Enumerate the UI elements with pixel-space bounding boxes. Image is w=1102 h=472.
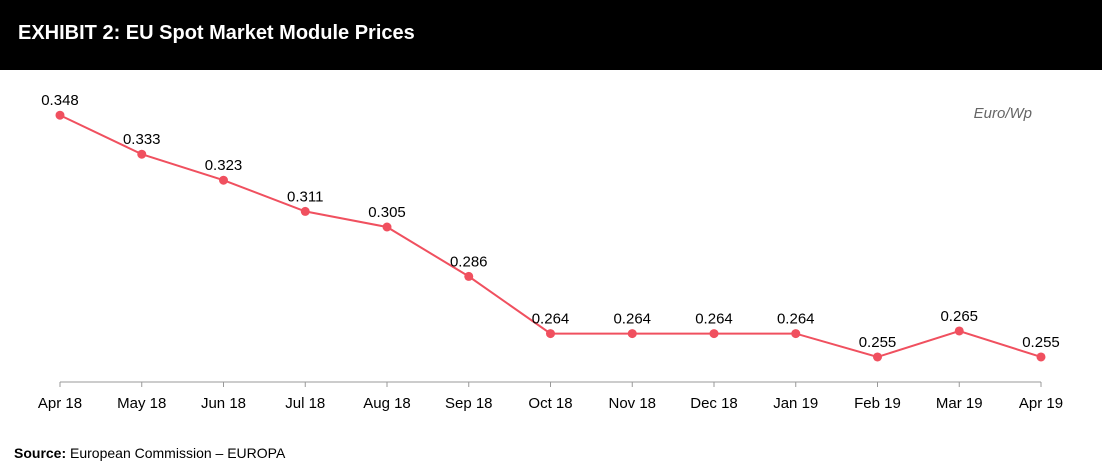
data-label: 0.264 — [695, 311, 733, 328]
x-tick-label: Apr 19 — [1019, 395, 1063, 412]
line-chart: Euro/Wp 0.348 0.333 0.323 0.311 0.305 0.286 0.… — [38, 92, 1063, 412]
data-label: 0.265 — [940, 308, 978, 325]
source-label: Source: — [14, 445, 67, 461]
data-point — [1036, 352, 1046, 362]
chart-title: EXHIBIT 2: EU Spot Market Module Prices — [18, 22, 415, 44]
data-point — [382, 222, 392, 232]
data-label: 0.264 — [613, 311, 651, 328]
data-point — [954, 326, 964, 336]
x-tick-label: Feb 19 — [854, 395, 901, 412]
data-label: 0.348 — [41, 92, 79, 109]
data-point — [627, 329, 637, 339]
data-label: 0.255 — [859, 334, 897, 351]
unit-label: Euro/Wp — [974, 105, 1032, 122]
x-tick-label: Jan 19 — [773, 395, 818, 412]
data-point — [137, 149, 147, 159]
data-point — [791, 329, 801, 339]
data-point — [464, 271, 474, 281]
data-point — [300, 206, 310, 216]
data-label: 0.255 — [1022, 334, 1060, 351]
x-tick-label: Sep 18 — [445, 395, 493, 412]
data-point — [546, 329, 555, 339]
x-tick-label: May 18 — [117, 395, 166, 412]
data-point — [219, 175, 228, 185]
data-label: 0.311 — [287, 188, 323, 205]
data-label: 0.305 — [368, 204, 406, 221]
data-point — [873, 352, 882, 362]
data-point — [55, 110, 65, 120]
data-label: 0.286 — [450, 253, 488, 270]
x-tick-label: Aug 18 — [363, 395, 411, 412]
data-label: 0.264 — [532, 311, 570, 328]
data-label: 0.323 — [205, 157, 243, 174]
x-tick-label: Jun 18 — [201, 395, 246, 412]
x-tick-label: Jul 18 — [285, 395, 325, 412]
x-tick-label: Dec 18 — [690, 395, 738, 412]
data-label: 0.333 — [123, 131, 161, 148]
x-tick-label: Apr 18 — [38, 395, 82, 412]
data-label: 0.264 — [777, 311, 815, 328]
source-note: Source: European Commission – EUROPA — [14, 445, 285, 461]
header-bar: EXHIBIT 2: EU Spot Market Module Prices — [0, 0, 1102, 70]
source-text: European Commission – EUROPA — [70, 445, 286, 461]
x-tick-label: Mar 19 — [936, 395, 983, 412]
x-tick-label: Oct 18 — [528, 395, 572, 412]
x-tick-label: Nov 18 — [608, 395, 656, 412]
data-point — [709, 329, 719, 339]
